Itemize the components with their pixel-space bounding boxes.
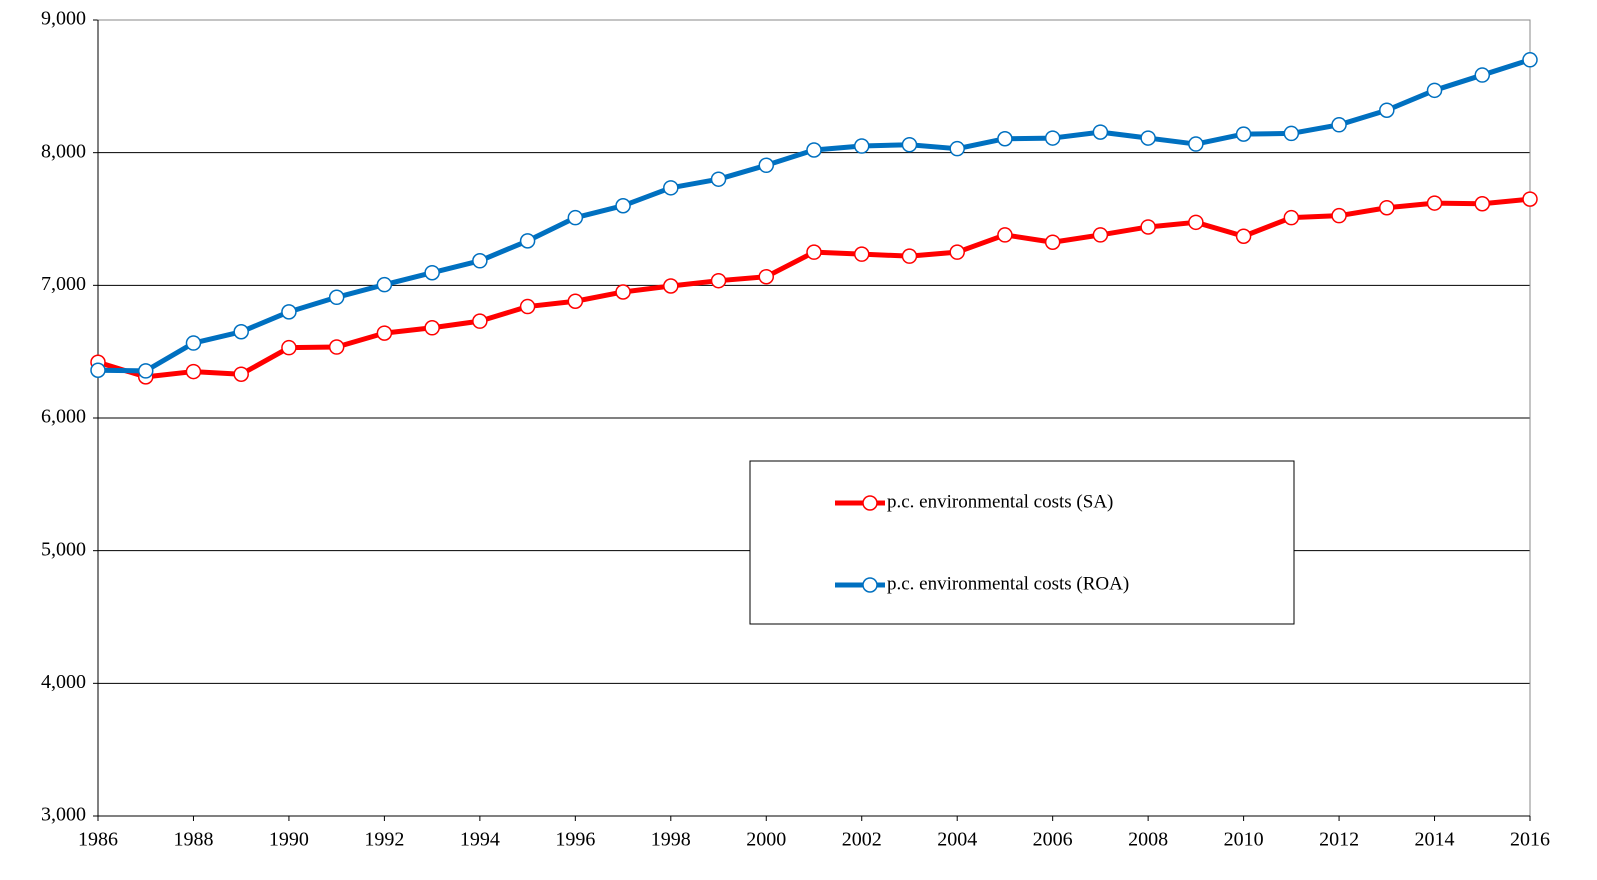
data-point: [376, 325, 393, 341]
data-point: [853, 246, 870, 262]
data-point: [376, 276, 393, 293]
y-tick-label: 8,000: [41, 140, 86, 162]
data-point: [1235, 126, 1252, 142]
data-point: [1522, 52, 1538, 68]
data-point: [949, 244, 965, 260]
data-point: [997, 130, 1013, 147]
data-point: [424, 264, 440, 281]
data-point: [185, 363, 202, 380]
data-point: [1092, 227, 1109, 243]
data-point: [1426, 195, 1443, 211]
data-point: [1188, 136, 1204, 152]
x-tick-label: 2000: [746, 829, 786, 851]
data-point: [472, 253, 488, 269]
data-point: [567, 293, 584, 310]
x-tick-label: 2006: [1033, 829, 1073, 851]
data-point: [901, 136, 918, 153]
data-point: [519, 298, 536, 315]
x-tick-label: 2014: [1415, 829, 1455, 851]
data-point: [519, 233, 536, 249]
data-point: [1092, 124, 1109, 140]
x-tick-label: 2004: [937, 829, 977, 851]
x-tick-label: 1986: [78, 829, 118, 851]
data-point: [1474, 195, 1491, 212]
legend: p.c. environmental costs (SA) p.c. enviro…: [749, 460, 1295, 625]
data-point: [1331, 207, 1347, 224]
data-point: [901, 248, 918, 264]
x-tick-label: 2012: [1319, 829, 1359, 851]
data-point: [1140, 219, 1156, 235]
data-point: [1283, 209, 1300, 226]
data-point: [710, 272, 727, 289]
data-point: [1522, 191, 1538, 207]
x-tick-label: 2016: [1510, 829, 1550, 851]
data-point: [615, 284, 631, 300]
data-point: [710, 171, 727, 187]
data-point: [949, 140, 965, 157]
data-point: [472, 313, 488, 329]
data-point: [1474, 67, 1491, 83]
y-tick-label: 7,000: [41, 273, 86, 295]
y-tick-label: 3,000: [41, 804, 86, 826]
data-point: [1331, 117, 1347, 133]
x-tick-label: 1998: [651, 829, 691, 851]
data-point: [233, 324, 249, 340]
y-tick-label: 6,000: [41, 406, 86, 428]
y-tick-label: 5,000: [41, 538, 86, 560]
data-point: [567, 209, 584, 226]
data-point: [1283, 125, 1300, 142]
x-tick-label: 2010: [1224, 829, 1264, 851]
data-point: [233, 366, 249, 382]
data-point: [90, 362, 106, 378]
series-line: [97, 196, 1531, 380]
data-point: [1140, 130, 1156, 146]
x-tick-label: 2002: [842, 829, 882, 851]
data-point: [1379, 199, 1395, 216]
data-point: [1426, 82, 1443, 99]
y-tick-label: 9,000: [41, 8, 86, 30]
x-tick-label: 1990: [269, 829, 309, 851]
legend-marker: [862, 495, 878, 511]
x-tick-label: 1992: [364, 829, 404, 851]
data-point: [1188, 214, 1204, 231]
data-point: [615, 197, 631, 214]
legend-marker: [862, 577, 878, 593]
x-tick-label: 2008: [1128, 829, 1168, 851]
data-point: [328, 289, 345, 306]
data-point: [663, 180, 679, 196]
data-point: [758, 268, 775, 285]
legend-label: p.c. environmental costs (ROA): [887, 573, 1129, 594]
data-point: [997, 227, 1013, 243]
data-point: [281, 339, 297, 356]
data-point: [1235, 228, 1252, 244]
data-point: [1044, 130, 1061, 146]
x-tick-label: 1996: [555, 829, 595, 851]
data-point: [663, 278, 679, 294]
data-point: [424, 320, 440, 336]
y-tick-label: 4,000: [41, 671, 86, 693]
legend-box: [749, 460, 1295, 625]
data-point: [137, 363, 154, 379]
data-point: [806, 142, 822, 158]
data-point: [806, 244, 822, 260]
data-point: [1044, 234, 1061, 250]
data-point: [853, 138, 870, 154]
data-point: [328, 339, 345, 355]
data-point: [185, 335, 202, 351]
x-tick-label: 1994: [460, 829, 500, 851]
x-tick-label: 1988: [173, 829, 213, 851]
data-point: [758, 157, 775, 174]
data-point: [1379, 102, 1395, 118]
legend-label: p.c. environmental costs (SA): [887, 491, 1113, 512]
data-point: [281, 304, 297, 320]
